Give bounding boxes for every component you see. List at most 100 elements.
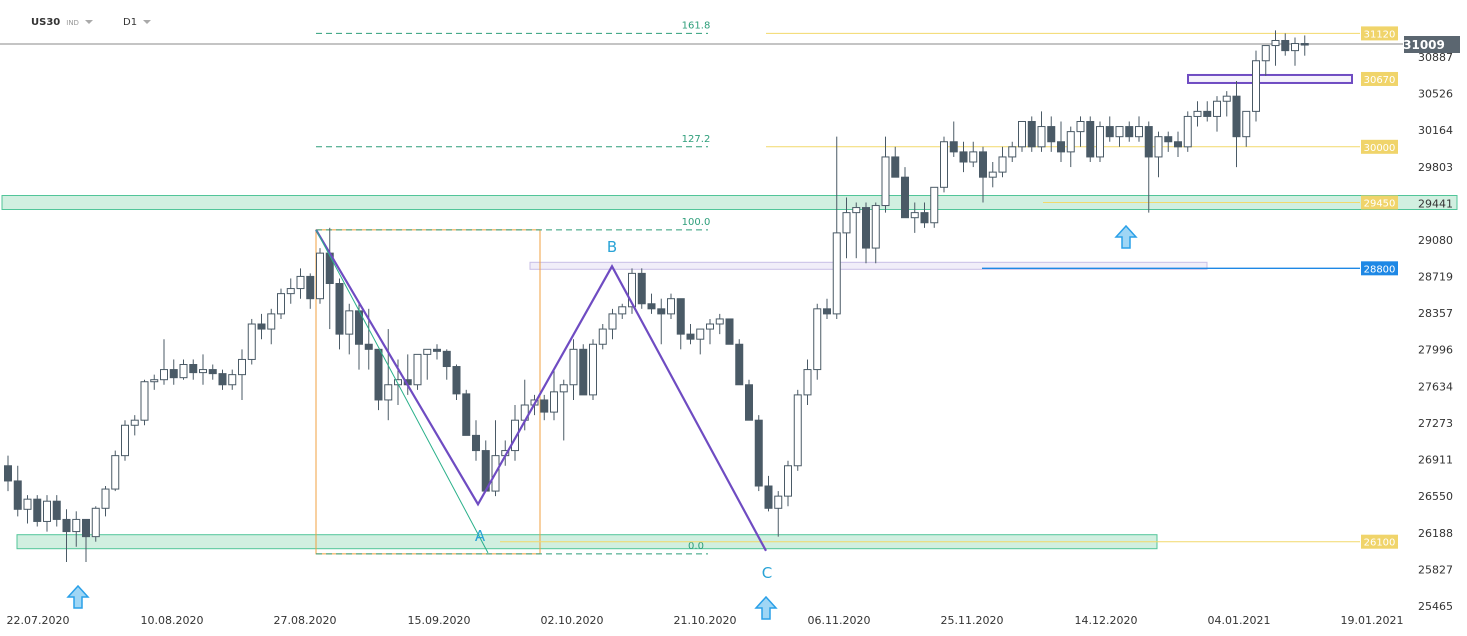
- candle-body[interactable]: [1047, 126, 1056, 143]
- symbol-header[interactable]: US30 IND: [31, 17, 93, 28]
- candle-body[interactable]: [959, 151, 968, 163]
- candle-body[interactable]: [364, 343, 373, 350]
- candle-body[interactable]: [208, 369, 217, 375]
- candle-body[interactable]: [384, 384, 393, 401]
- candle-body[interactable]: [316, 252, 324, 300]
- candle-body[interactable]: [130, 419, 139, 426]
- candle-body[interactable]: [725, 318, 734, 345]
- candle-body[interactable]: [1066, 131, 1075, 153]
- candle-body[interactable]: [140, 381, 149, 421]
- candle-body[interactable]: [1213, 100, 1221, 117]
- candle-body[interactable]: [33, 498, 42, 522]
- candle-body[interactable]: [374, 348, 383, 401]
- candle-body[interactable]: [179, 364, 188, 379]
- candle-body[interactable]: [988, 171, 997, 178]
- candle-body[interactable]: [462, 393, 471, 436]
- candle-body[interactable]: [920, 212, 929, 224]
- candle-body[interactable]: [569, 348, 578, 386]
- candle-body[interactable]: [745, 384, 753, 421]
- candle-body[interactable]: [969, 151, 978, 163]
- candle-body[interactable]: [667, 298, 675, 315]
- candle-body[interactable]: [803, 369, 812, 396]
- candle-body[interactable]: [842, 212, 851, 234]
- candle-body[interactable]: [559, 384, 568, 393]
- candle-body[interactable]: [1164, 136, 1173, 143]
- candle-body[interactable]: [511, 419, 519, 452]
- candle-body[interactable]: [4, 465, 12, 482]
- candle-body[interactable]: [1203, 110, 1212, 117]
- candle-body[interactable]: [540, 399, 549, 413]
- candle-body[interactable]: [433, 348, 441, 352]
- candle-body[interactable]: [91, 507, 100, 538]
- candle-body[interactable]: [550, 391, 558, 413]
- candle-body[interactable]: [940, 141, 948, 188]
- candle-body[interactable]: [1115, 126, 1124, 138]
- candle-body[interactable]: [1232, 95, 1241, 138]
- candle-body[interactable]: [62, 518, 71, 533]
- candle-body[interactable]: [169, 369, 178, 379]
- candle-body[interactable]: [1096, 126, 1104, 158]
- candle-body[interactable]: [1242, 110, 1251, 138]
- candle-body[interactable]: [715, 318, 724, 325]
- candle-body[interactable]: [199, 369, 207, 374]
- candle-body[interactable]: [793, 394, 802, 467]
- candle-body[interactable]: [1027, 120, 1036, 148]
- candle-body[interactable]: [696, 328, 705, 340]
- candle-body[interactable]: [121, 424, 129, 457]
- candle-body[interactable]: [579, 348, 588, 396]
- candle-body[interactable]: [247, 323, 256, 360]
- candle-body[interactable]: [1125, 126, 1134, 138]
- candle-body[interactable]: [774, 495, 783, 509]
- candle-body[interactable]: [43, 500, 51, 522]
- candle-body[interactable]: [862, 207, 870, 249]
- candle-body[interactable]: [277, 293, 285, 315]
- candle-body[interactable]: [1261, 45, 1270, 62]
- candle-body[interactable]: [218, 373, 227, 386]
- candle-body[interactable]: [82, 518, 90, 538]
- chevron-down-icon[interactable]: [84, 20, 93, 24]
- candle-body[interactable]: [891, 156, 900, 178]
- candle-body[interactable]: [1222, 95, 1231, 102]
- candle-body[interactable]: [764, 485, 773, 509]
- candle-body[interactable]: [628, 272, 636, 308]
- candle-body[interactable]: [189, 364, 198, 374]
- candle-body[interactable]: [823, 308, 831, 315]
- candle-body[interactable]: [472, 434, 480, 452]
- timeframe-selector[interactable]: D1: [123, 17, 152, 28]
- candle-body[interactable]: [296, 275, 305, 290]
- candle-body[interactable]: [1183, 115, 1192, 148]
- candle-body[interactable]: [930, 186, 939, 224]
- candle-body[interactable]: [686, 333, 695, 340]
- candle-body[interactable]: [1057, 141, 1065, 153]
- candle-body[interactable]: [598, 328, 607, 345]
- candle-body[interactable]: [1271, 39, 1280, 47]
- candle-body[interactable]: [706, 323, 714, 330]
- candle-body[interactable]: [881, 156, 890, 207]
- candle-body[interactable]: [910, 212, 919, 219]
- candle-body[interactable]: [335, 283, 344, 335]
- candle-body[interactable]: [1018, 120, 1026, 148]
- candle-body[interactable]: [832, 232, 841, 315]
- candle-body[interactable]: [998, 156, 1007, 173]
- candle-body[interactable]: [23, 498, 32, 510]
- candle-body[interactable]: [111, 455, 120, 490]
- candle-body[interactable]: [589, 343, 597, 396]
- candle-body[interactable]: [608, 313, 617, 330]
- candle-body[interactable]: [784, 465, 792, 497]
- candle-body[interactable]: [13, 480, 22, 510]
- candle-body[interactable]: [813, 308, 822, 371]
- candle-body[interactable]: [657, 308, 666, 315]
- candle-body[interactable]: [452, 366, 461, 395]
- candle-body[interactable]: [1086, 120, 1095, 158]
- candle-body[interactable]: [1135, 126, 1143, 138]
- candle-body[interactable]: [306, 275, 315, 300]
- candle-body[interactable]: [1193, 110, 1202, 117]
- candle-body[interactable]: [423, 348, 432, 355]
- chevron-down-icon[interactable]: [143, 20, 152, 24]
- candle-body[interactable]: [852, 207, 861, 214]
- candle-body[interactable]: [286, 288, 295, 295]
- candle-body[interactable]: [345, 310, 354, 335]
- candle-body[interactable]: [979, 151, 987, 178]
- candle-body[interactable]: [949, 141, 958, 153]
